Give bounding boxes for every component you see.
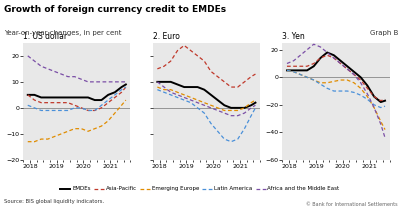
Text: 3. Yen: 3. Yen bbox=[282, 32, 305, 41]
Text: Graph B: Graph B bbox=[370, 30, 398, 36]
Text: Year-on-year changes, in per cent: Year-on-year changes, in per cent bbox=[4, 30, 122, 36]
Text: © Bank for International Settlements: © Bank for International Settlements bbox=[306, 202, 398, 207]
Legend: EMDEs, Asia-Pacific, Emerging Europe, Latin America, Africa and the Middle East: EMDEs, Asia-Pacific, Emerging Europe, La… bbox=[58, 184, 342, 194]
Text: Growth of foreign currency credit to EMDEs: Growth of foreign currency credit to EMD… bbox=[4, 5, 226, 14]
Text: 2. Euro: 2. Euro bbox=[153, 32, 180, 41]
Text: 1. US dollar: 1. US dollar bbox=[23, 32, 67, 41]
Text: Source: BIS global liquidity indicators.: Source: BIS global liquidity indicators. bbox=[4, 199, 104, 204]
